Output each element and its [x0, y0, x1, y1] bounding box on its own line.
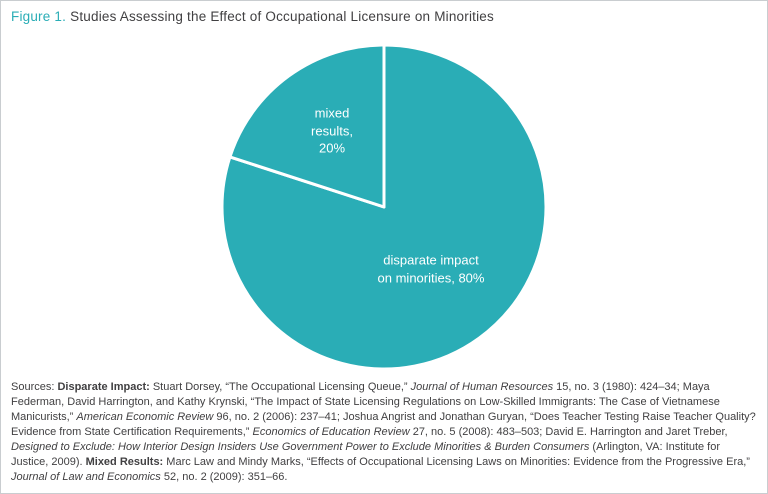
sources-segment: Economics of Education Review [252, 426, 410, 438]
sources-segment: 96, no. 2 (2006): 237–41; Joshua Angrist… [11, 411, 756, 438]
sources-segment: (Arlington, VA: Institute for Justice, 2… [11, 441, 721, 468]
sources-segment: Mixed Results: [85, 456, 164, 468]
sources-segment: Journal of Human Resources [410, 381, 554, 393]
figure-title: Figure 1. Studies Assessing the Effect of… [11, 9, 494, 24]
sources-segment: Stuart Dorsey, “The Occupational Licensi… [149, 381, 411, 393]
sources-segment: Designed to Exclude: How Interior Design… [11, 441, 590, 453]
figure-label: Figure 1. [11, 9, 67, 24]
pie-slice-1 [228, 43, 386, 209]
sources-note: Sources: Disparate Impact: Stuart Dorsey… [11, 380, 759, 485]
sources-segment: Journal of Law and Economics [11, 471, 161, 483]
figure-title-text: Studies Assessing the Effect of Occupati… [70, 9, 494, 24]
sources-segment: Sources: [11, 381, 58, 393]
sources-segment: 15, no. 3 (1980): 424–34; Maya Federman,… [11, 381, 720, 423]
pie-chart: mixed results, 20% disparate impact on m… [219, 42, 549, 372]
sources-segment: Disparate Impact: [57, 381, 150, 393]
pie-svg [220, 43, 548, 371]
sources-segment: Marc Law and Mindy Marks, “Effects of Oc… [163, 456, 750, 468]
sources-segment: American Economic Review [76, 411, 214, 423]
sources-segment: 27, no. 5 (2008): 483–503; David E. Harr… [409, 426, 728, 438]
sources-segment: 52, no. 2 (2009): 351–66. [160, 471, 288, 483]
